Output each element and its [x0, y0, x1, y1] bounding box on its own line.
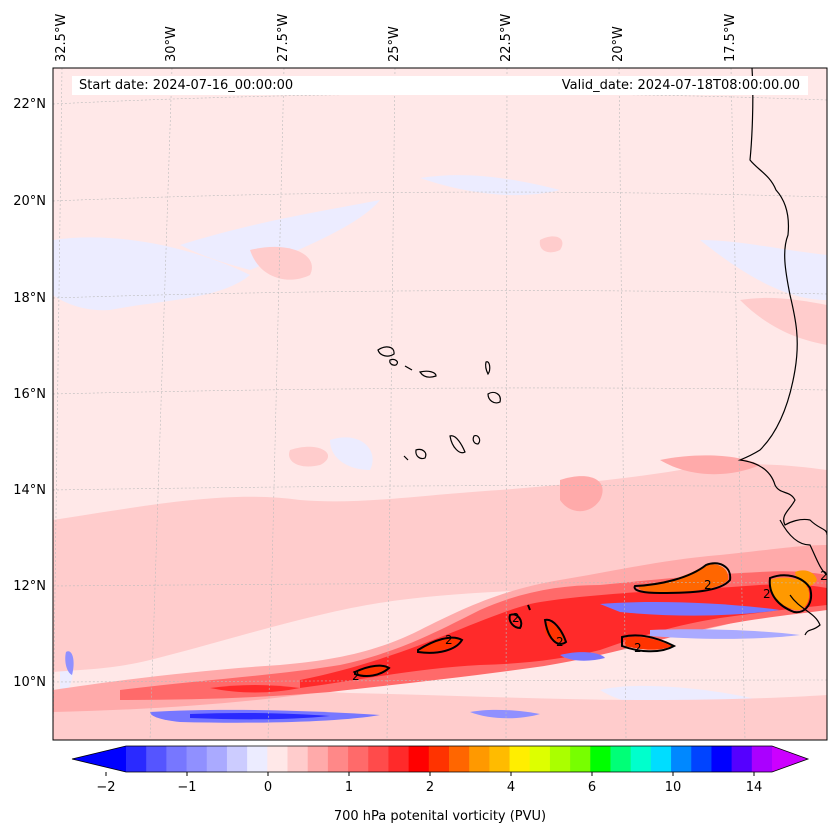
- gambia-coastline: [779, 519, 827, 576]
- colorbar-tick: 4: [506, 780, 516, 795]
- valid-date: Valid_date: 2024-07-18T08:00:00.00: [561, 78, 800, 93]
- colorbar-swatch: [489, 746, 511, 772]
- colorbar-swatch: [509, 746, 531, 772]
- contour-label: 2: [763, 587, 771, 601]
- lon-label: 32.5°W: [54, 13, 69, 62]
- lon-label: 30°W: [164, 26, 179, 62]
- colorbar-swatch: [469, 746, 490, 772]
- lat-label: 18°N: [13, 291, 46, 306]
- colorbar-swatch: [368, 746, 389, 772]
- lon-label: 17.5°W: [723, 13, 738, 62]
- colorbar-swatch: [166, 746, 188, 772]
- graticule: [53, 68, 827, 740]
- colorbar-swatch: [146, 746, 167, 772]
- colorbar-swatch: [247, 746, 268, 772]
- colorbar: [71, 745, 810, 776]
- colorbar-extend-low: [72, 746, 126, 772]
- contour-label: 2: [445, 633, 453, 647]
- cape-verde-islands: [377, 346, 501, 461]
- colorbar-swatch: [327, 746, 349, 772]
- colorbar-swatch: [126, 746, 147, 772]
- colorbar-tick: −2: [96, 780, 116, 795]
- pv-2-contours: [354, 562, 812, 677]
- colorbar-swatch: [206, 746, 228, 772]
- lat-label: 14°N: [13, 483, 46, 498]
- colorbar-swatch: [348, 746, 369, 772]
- colorbar-tick: 14: [745, 780, 763, 795]
- colorbar-swatch: [226, 746, 248, 772]
- colorbar-swatch: [428, 746, 450, 772]
- lat-label: 10°N: [13, 675, 46, 690]
- contour-label: 2: [352, 669, 360, 683]
- contour-label: 2: [634, 641, 642, 655]
- lon-label: 25°W: [387, 26, 402, 62]
- colorbar-swatch: [610, 746, 632, 772]
- colorbar-tick: 1: [344, 780, 354, 795]
- lat-label: 12°N: [13, 579, 46, 594]
- colorbar-swatch: [671, 746, 692, 772]
- colorbar-swatch: [549, 746, 571, 772]
- colorbar-swatch: [186, 746, 208, 772]
- pv-contour-labels: 2 2 2 2 2 2 2 2: [352, 569, 828, 683]
- colorbar-swatch: [711, 746, 733, 772]
- colorbar-tick: 6: [587, 780, 597, 795]
- colorbar-tick: −1: [177, 780, 197, 795]
- colorbar-swatch: [650, 746, 672, 772]
- colorbar-tick: 0: [263, 780, 273, 795]
- africa-coastline: [737, 68, 827, 536]
- colorbar-label: 700 hPa potenital vorticity (PVU): [333, 809, 547, 824]
- colorbar-swatch: [307, 746, 329, 772]
- colorbar-tick: 2: [425, 780, 435, 795]
- negative-pv-streaks: [65, 602, 800, 723]
- colorbar-swatch: [751, 746, 773, 772]
- colorbar-outline: [71, 745, 810, 773]
- colorbar-extend-high: [772, 746, 808, 772]
- start-date: Start date: 2024-07-16_00:00:00: [79, 78, 294, 93]
- date-banner: Start date: 2024-07-16_00:00:00 Valid_da…: [72, 76, 808, 95]
- lon-label: 22.5°W: [499, 13, 514, 62]
- colorbar-swatch: [449, 746, 470, 772]
- colorbar-swatch: [267, 746, 288, 772]
- contour-label: 2: [556, 635, 564, 649]
- colorbar-swatch: [388, 746, 410, 772]
- lat-label: 22°N: [13, 97, 46, 112]
- pv-maxima: [357, 564, 817, 675]
- contour-label: 2: [820, 569, 828, 583]
- colorbar-swatch: [408, 746, 430, 772]
- colorbar-swatch: [691, 746, 712, 772]
- lat-label: 16°N: [13, 387, 46, 402]
- map-frame: [52, 67, 828, 741]
- colorbar-swatch: [630, 746, 652, 772]
- contour-label: 2: [704, 578, 712, 592]
- colorbar-swatch: [731, 746, 753, 772]
- lon-label: 27.5°W: [276, 13, 291, 62]
- guinea-coastline: [789, 594, 821, 636]
- contour-label: 2: [512, 611, 520, 625]
- weak-pv-patches: [53, 236, 827, 740]
- colorbar-swatch: [590, 746, 611, 772]
- lat-label: 20°N: [13, 194, 46, 209]
- lon-label: 20°W: [611, 26, 626, 62]
- map-panel: 2 2 2 2 2 2 2 2: [53, 68, 828, 740]
- colorbar-tick: 10: [664, 780, 682, 795]
- colorbar-swatch: [287, 746, 309, 772]
- colorbar-swatch: [529, 746, 551, 772]
- colorbar-swatch: [570, 746, 591, 772]
